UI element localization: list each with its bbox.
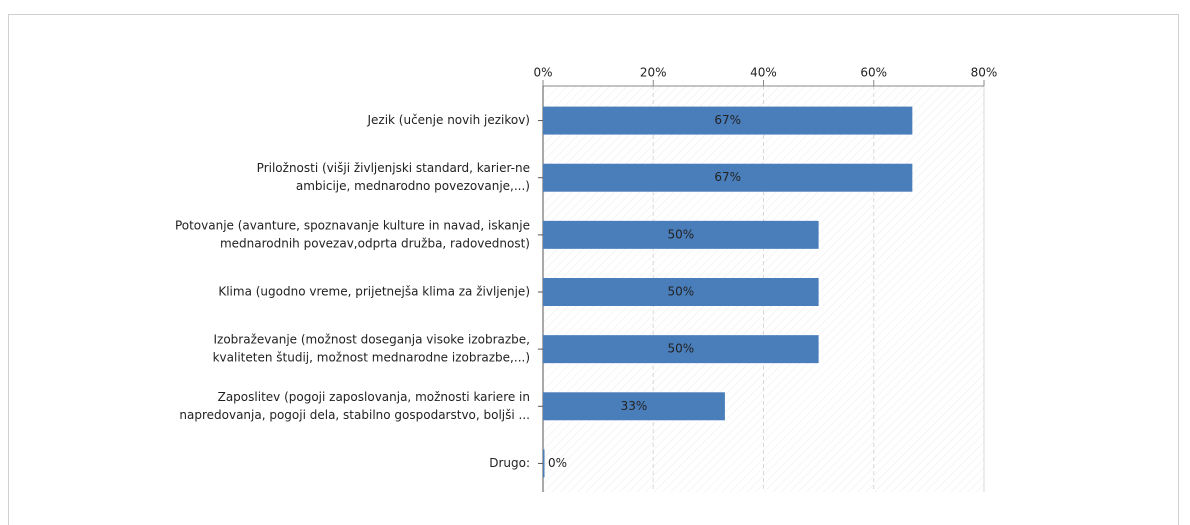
y-tick-label: kvaliteten študij, možnost mednarodne iz… xyxy=(213,351,530,365)
bar xyxy=(543,449,545,478)
bar xyxy=(543,278,819,306)
x-tick-label: 0% xyxy=(533,66,552,80)
y-tick-label: Jezik (učenje novih jezikov) xyxy=(366,113,530,127)
y-tick-label: Izobraževanje (možnost doseganja visoke … xyxy=(214,333,531,347)
bar xyxy=(543,392,725,421)
bar xyxy=(543,163,913,192)
y-tick-label: napredovanja, pogoji dela, stabilno gosp… xyxy=(179,408,530,422)
y-tick-label: mednarodnih povezav,odprta družba, radov… xyxy=(220,236,530,250)
y-tick-label: Zaposlitev (pogoji zaposlovanja, možnost… xyxy=(218,390,530,404)
bar xyxy=(543,106,913,135)
value-label: 50% xyxy=(667,342,694,356)
y-tick-label: Drugo: xyxy=(489,456,530,470)
x-tick-label: 40% xyxy=(750,66,777,80)
panel xyxy=(8,14,1179,525)
value-label: 50% xyxy=(667,227,694,241)
value-label: 67% xyxy=(714,170,741,184)
y-tick-label: Priložnosti (višji življenjski standard,… xyxy=(257,161,530,175)
y-tick-label: Potovanje (avanture, spoznavanje kulture… xyxy=(175,218,530,232)
y-tick-label: ambicije, mednarodno povezovanje,...) xyxy=(296,179,530,193)
bar xyxy=(543,220,819,249)
value-label: 33% xyxy=(621,399,648,413)
x-tick-label: 80% xyxy=(971,66,998,80)
x-tick-label: 60% xyxy=(860,66,887,80)
bar xyxy=(543,335,819,364)
value-label: 67% xyxy=(714,113,741,127)
y-tick-label: Klima (ugodno vreme, prijetnejša klima z… xyxy=(218,285,530,299)
value-label: 50% xyxy=(667,285,694,299)
value-label: 0% xyxy=(548,456,567,470)
x-tick-label: 20% xyxy=(640,66,667,80)
